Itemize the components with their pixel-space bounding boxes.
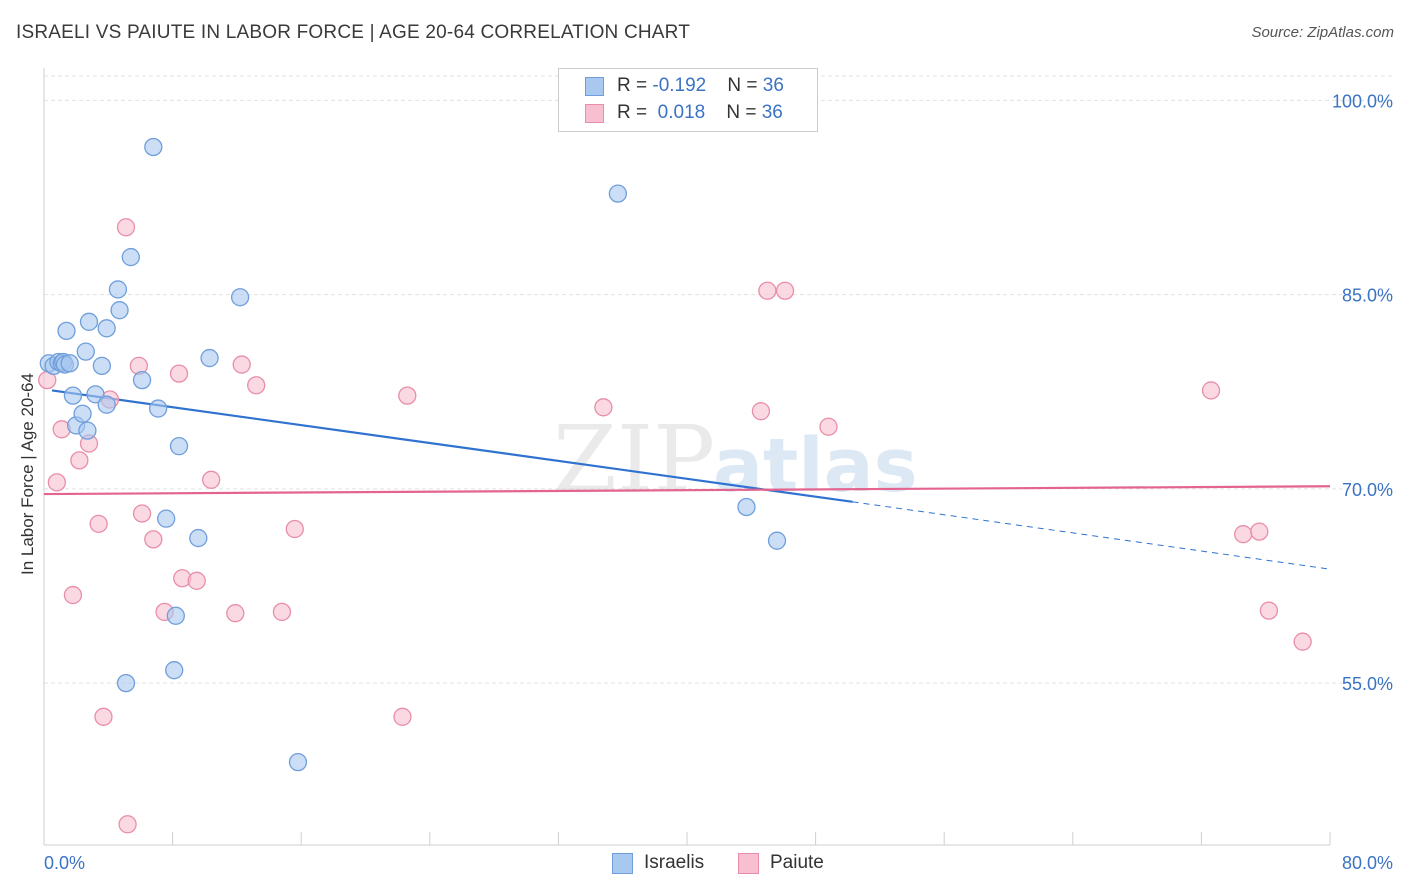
paiute-point <box>1201 381 1221 400</box>
israelis-trend-extension <box>852 501 1331 570</box>
paiute-point <box>47 473 67 492</box>
israelis-point <box>737 497 756 517</box>
paiute-point <box>1234 525 1253 544</box>
n-label: N = <box>727 75 763 96</box>
paiute-point <box>89 514 108 533</box>
israelis-point <box>767 531 787 550</box>
paiute-point <box>226 604 245 623</box>
legend-label-israelis: Israelis <box>644 852 705 873</box>
paiute-point <box>393 707 412 726</box>
y-tick-label: 55.0% <box>1342 674 1393 694</box>
r-value: -0.192 <box>652 75 707 96</box>
paiute-point <box>285 519 304 539</box>
israelis-point <box>189 528 208 548</box>
paiute-point <box>169 364 189 383</box>
israelis-point <box>63 386 83 405</box>
israelis-point <box>157 509 176 528</box>
israelis-point <box>86 385 105 404</box>
watermark-atlas: atlas <box>713 423 918 509</box>
paiute-point <box>272 602 292 622</box>
r-value: 0.018 <box>652 102 706 123</box>
paiute-trend-line <box>43 485 1331 496</box>
paiute-point <box>1293 632 1312 651</box>
israelis-point <box>169 436 189 456</box>
israelis-point <box>97 395 116 414</box>
israelis-point <box>148 399 168 418</box>
israelis-trend-line <box>51 389 853 503</box>
trend-lines <box>43 389 1331 570</box>
israelis-point <box>73 404 92 423</box>
paiute-point <box>751 402 771 421</box>
x-tick-label-max: 80.0% <box>1342 853 1393 873</box>
chart-source: Source: ZipAtlas.com <box>1251 24 1394 41</box>
israelis-point <box>166 606 185 625</box>
y-axis-label-wrap: In Labor Force | Age 20-64 <box>18 345 42 595</box>
r-label: R = <box>617 75 653 96</box>
y-tick-label: 70.0% <box>1342 480 1393 500</box>
legend-row-israelis-text: R = -0.192 N = 36 <box>617 75 784 97</box>
israelis-point <box>165 661 184 680</box>
israelis-swatch <box>585 77 604 96</box>
axes <box>43 68 1331 846</box>
paiute-point <box>398 386 417 405</box>
n-value: 36 <box>762 75 784 96</box>
paiute-point <box>132 504 152 523</box>
paiute-point <box>202 470 221 489</box>
israelis-point <box>132 370 152 390</box>
israelis-point <box>110 301 129 320</box>
israelis-point <box>76 342 95 361</box>
tick-labels: 55.0% 70.0% 85.0% 100.0% 0.0% 80.0% <box>44 91 1393 873</box>
israelis-point <box>200 348 219 368</box>
israelis-swatch <box>612 853 633 874</box>
israelis-point <box>288 752 308 772</box>
y-axis-label: In Labor Force | Age 20-64 <box>18 373 37 575</box>
paiute-point <box>1259 601 1279 620</box>
israelis-point <box>92 356 112 376</box>
r-label: R = <box>617 102 653 123</box>
israelis-point <box>97 319 116 338</box>
israelis-point <box>60 354 79 373</box>
y-tick-label: 100.0% <box>1332 91 1393 111</box>
paiute-point <box>70 451 89 470</box>
legend-row-paiute-text: R = 0.018 N = 36 <box>617 102 783 124</box>
grid-lines <box>44 75 1395 684</box>
paiute-point <box>144 530 163 549</box>
paiute-point <box>819 417 838 436</box>
legend-label-paiute: Paiute <box>770 852 824 873</box>
israelis-point <box>230 288 250 307</box>
correlation-legend: R = -0.192 N = 36 R = 0.018 N = 36 <box>558 68 818 132</box>
paiute-point <box>116 218 136 237</box>
n-value: 36 <box>761 102 783 123</box>
israelis-point <box>121 247 140 267</box>
paiute-point <box>758 281 777 300</box>
paiute-point <box>187 571 206 590</box>
chart-title: ISRAELI VS PAIUTE IN LABOR FORCE | AGE 2… <box>16 22 691 43</box>
paiute-point <box>247 376 266 395</box>
paiute-point <box>594 398 613 417</box>
paiute-point <box>232 355 251 374</box>
watermark-zip: ZIP <box>553 406 715 513</box>
paiute-swatch <box>585 104 604 123</box>
israelis-point <box>144 137 163 157</box>
paiute-point <box>118 815 137 834</box>
israelis-point <box>608 184 628 203</box>
israelis-point <box>108 280 128 299</box>
israelis-point <box>78 421 97 440</box>
paiute-point <box>94 707 113 726</box>
paiute-point <box>1250 522 1269 541</box>
paiute-point <box>775 281 795 300</box>
israelis-point <box>116 673 136 693</box>
paiute-point <box>63 585 83 605</box>
israelis-point <box>79 312 99 331</box>
y-tick-label: 85.0% <box>1342 286 1393 306</box>
x-tick-label-min: 0.0% <box>44 853 85 873</box>
paiute-swatch <box>738 853 759 874</box>
watermark: ZIP atlas <box>553 406 918 513</box>
data-points <box>38 137 1312 834</box>
n-label: N = <box>726 102 762 123</box>
israelis-point <box>57 321 76 341</box>
